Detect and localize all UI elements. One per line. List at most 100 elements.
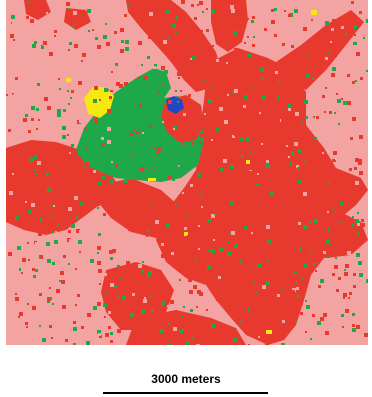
raster-speck xyxy=(31,106,35,110)
raster-speck xyxy=(232,135,235,138)
raster-speck xyxy=(183,306,185,308)
raster-speck xyxy=(176,85,179,88)
raster-speck xyxy=(295,109,298,112)
raster-speck xyxy=(27,242,29,244)
raster-speck xyxy=(274,8,277,11)
raster-speck xyxy=(229,232,231,234)
raster-speck xyxy=(70,97,72,99)
raster-speck xyxy=(59,280,61,282)
raster-speck xyxy=(172,24,176,28)
raster-speck xyxy=(309,153,312,156)
raster-speck xyxy=(232,331,234,333)
raster-speck xyxy=(108,326,111,329)
raster-speck xyxy=(220,296,222,298)
raster-speck xyxy=(332,175,334,177)
raster-speck xyxy=(292,101,296,105)
raster-speck xyxy=(154,269,157,272)
raster-speck xyxy=(294,271,297,274)
raster-speck xyxy=(15,216,19,220)
raster-speck xyxy=(211,191,214,194)
raster-speck xyxy=(320,279,324,283)
raster-speck xyxy=(302,122,304,124)
raster-speck xyxy=(219,196,222,199)
raster-speck xyxy=(130,2,133,5)
raster-speck xyxy=(140,167,144,171)
yellow-speck xyxy=(266,330,272,334)
raster-speck xyxy=(310,222,312,224)
raster-speck xyxy=(47,259,51,263)
raster-speck xyxy=(252,185,256,189)
raster-speck xyxy=(294,142,298,146)
raster-speck xyxy=(206,309,208,311)
raster-speck xyxy=(45,31,47,33)
raster-speck xyxy=(141,64,143,66)
raster-speck xyxy=(214,62,217,65)
raster-speck xyxy=(92,29,94,31)
raster-speck xyxy=(192,56,195,59)
raster-speck xyxy=(152,76,154,78)
raster-speck xyxy=(23,118,27,122)
raster-speck xyxy=(173,128,175,130)
raster-speck xyxy=(298,222,301,225)
raster-speck xyxy=(177,126,180,129)
raster-speck xyxy=(76,229,80,233)
raster-speck xyxy=(94,142,98,146)
raster-speck xyxy=(192,82,196,86)
raster-speck xyxy=(193,285,197,289)
raster-speck xyxy=(159,220,163,224)
raster-speck xyxy=(130,313,134,317)
raster-speck xyxy=(52,303,54,305)
raster-speck xyxy=(142,261,144,263)
raster-speck xyxy=(248,320,251,323)
raster-speck xyxy=(297,65,299,67)
raster-speck xyxy=(279,313,282,316)
raster-speck xyxy=(228,241,230,243)
raster-speck xyxy=(358,88,361,91)
raster-speck xyxy=(93,170,96,173)
raster-speck xyxy=(43,212,46,215)
raster-speck xyxy=(41,46,44,49)
raster-speck xyxy=(227,94,229,96)
raster-speck xyxy=(326,239,330,243)
raster-speck xyxy=(149,125,152,128)
raster-speck xyxy=(305,331,307,333)
raster-speck xyxy=(42,57,46,61)
raster-speck xyxy=(18,212,20,214)
raster-speck xyxy=(7,21,11,25)
raster-speck xyxy=(190,309,193,312)
raster-speck xyxy=(150,296,152,298)
raster-speck xyxy=(149,73,152,76)
raster-speck xyxy=(155,220,159,224)
raster-speck xyxy=(230,201,234,205)
raster-speck xyxy=(21,272,23,274)
raster-speck xyxy=(117,329,121,333)
raster-speck xyxy=(69,42,72,45)
raster-speck xyxy=(212,45,214,47)
raster-speck xyxy=(332,40,334,42)
raster-speck xyxy=(68,8,70,10)
raster-speck xyxy=(294,275,296,277)
raster-speck xyxy=(110,332,113,335)
raster-speck xyxy=(332,19,336,23)
raster-speck xyxy=(281,343,285,345)
raster-speck xyxy=(139,104,142,107)
raster-speck xyxy=(245,215,247,217)
raster-speck xyxy=(94,86,98,90)
raster-speck xyxy=(265,341,269,345)
raster-speck xyxy=(40,305,43,308)
raster-speck xyxy=(136,213,140,217)
raster-speck xyxy=(282,290,284,292)
raster-speck xyxy=(266,160,269,163)
raster-speck xyxy=(221,144,224,147)
raster-speck xyxy=(39,152,41,154)
raster-speck xyxy=(345,309,349,313)
raster-speck xyxy=(15,77,18,80)
raster-speck xyxy=(168,100,172,104)
raster-speck xyxy=(144,131,147,134)
raster-speck xyxy=(64,174,66,176)
raster-speck xyxy=(61,213,64,216)
raster-speck xyxy=(293,215,297,219)
raster-speck xyxy=(166,332,170,336)
raster-speck xyxy=(159,147,161,149)
raster-speck xyxy=(334,210,336,212)
